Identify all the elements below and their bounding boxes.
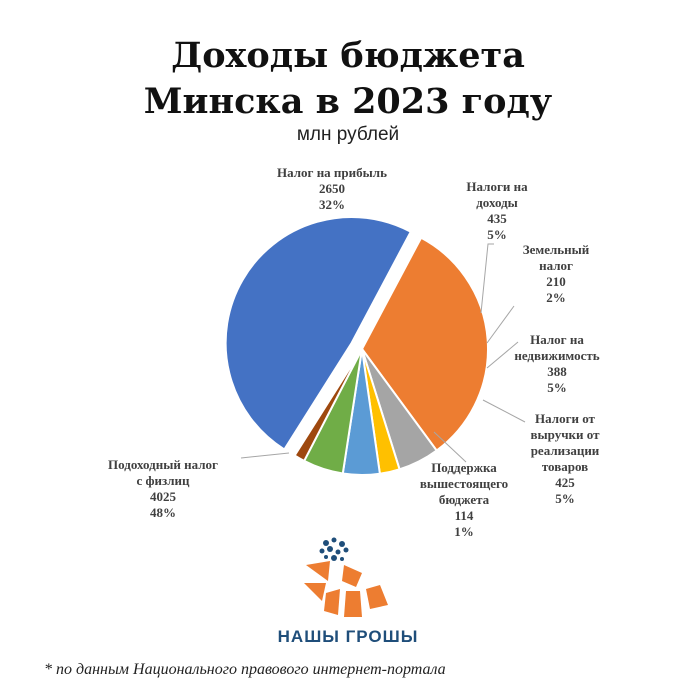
data-label-line: Подоходный налог <box>108 457 218 472</box>
data-label-3: Налог на недвижимость 388 5% <box>514 332 599 395</box>
brand-name: НАШЫ ГРОШЫ <box>277 627 419 646</box>
chart-title-line-1: Доходы бюджета <box>171 35 525 76</box>
pie-slice-0 <box>360 236 489 452</box>
leader-line-2 <box>486 305 515 344</box>
data-label-line: выручки от <box>530 427 600 442</box>
nashy-groshy-logo-icon <box>304 537 388 617</box>
data-label-6: Подоходный налог с физлиц 4025 48% <box>108 457 218 520</box>
data-label-0: Налог на прибыль 2650 32% <box>277 165 387 212</box>
data-label-5: Поддержка вышестоящего бюджета 114 1% <box>420 460 508 539</box>
data-label-line: 435 <box>487 211 507 226</box>
data-label-line: 388 <box>547 364 567 379</box>
data-label-line: 5% <box>555 491 575 506</box>
data-label-2: Земельный налог 210 2% <box>523 242 590 305</box>
source-footnote: * по данным Национального правового инте… <box>44 661 446 678</box>
data-label-line: 210 <box>546 274 566 289</box>
data-label-line: 1% <box>454 524 474 539</box>
data-label-line: Налоги от <box>535 411 595 426</box>
data-label-line: 4025 <box>150 489 177 504</box>
data-label-line: Налоги на <box>466 179 528 194</box>
data-label-4: Налоги от выручки от реализации товаров 425 5… <box>530 411 600 506</box>
data-label-line: доходы <box>476 195 518 210</box>
data-label-line: 5% <box>547 380 567 395</box>
leader-line-4 <box>482 399 526 423</box>
data-label-line: 2% <box>546 290 566 305</box>
chart-title-line-2: Минска в 2023 году <box>143 81 553 122</box>
data-label-line: 425 <box>555 475 575 490</box>
data-label-1: Налоги на доходы 435 5% <box>466 179 528 242</box>
data-label-line: с физлиц <box>136 473 190 488</box>
data-label-line: 32% <box>319 197 345 212</box>
leader-line-1 <box>480 243 494 314</box>
data-label-line: товаров <box>542 459 588 474</box>
data-label-line: 2650 <box>319 181 345 196</box>
chart-subtitle: млн рублей <box>296 124 400 145</box>
leader-line-6 <box>240 452 290 459</box>
leader-line-3 <box>486 341 519 369</box>
data-label-line: Земельный <box>523 242 590 257</box>
data-label-line: 48% <box>150 505 176 520</box>
data-label-line: реализации <box>531 443 600 458</box>
pie-slice-6 <box>224 216 413 451</box>
data-label-line: вышестоящего <box>420 476 508 491</box>
data-label-line: налог <box>539 258 573 273</box>
data-label-line: 114 <box>455 508 474 523</box>
data-label-line: Поддержка <box>431 460 497 475</box>
pie-slice-5 <box>293 348 363 463</box>
data-label-line: 5% <box>487 227 507 242</box>
data-label-line: Налог на прибыль <box>277 165 387 180</box>
data-label-line: бюджета <box>439 492 490 507</box>
data-label-line: Налог на <box>530 332 584 347</box>
leader-line-5 <box>433 431 467 463</box>
data-label-line: недвижимость <box>514 348 599 363</box>
